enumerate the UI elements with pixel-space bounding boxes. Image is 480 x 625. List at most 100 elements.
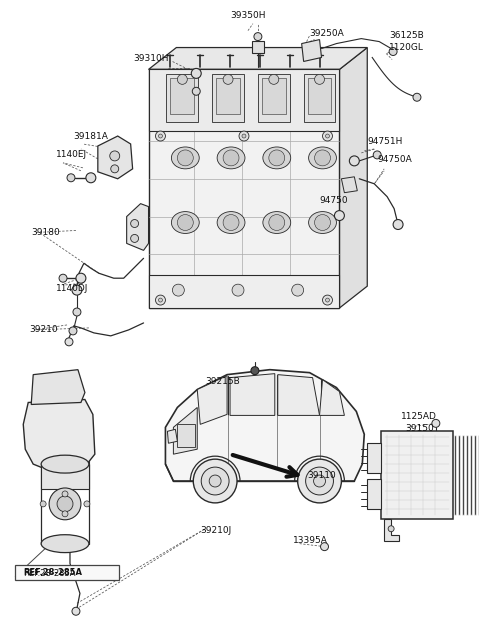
Text: 39250A: 39250A <box>310 29 344 38</box>
Circle shape <box>223 74 233 84</box>
Circle shape <box>269 150 285 166</box>
Polygon shape <box>308 78 332 114</box>
Ellipse shape <box>309 147 336 169</box>
Circle shape <box>432 419 440 428</box>
Polygon shape <box>320 379 344 416</box>
Circle shape <box>57 496 73 512</box>
Circle shape <box>193 459 237 503</box>
Bar <box>381 431 453 519</box>
Circle shape <box>373 151 381 159</box>
Circle shape <box>393 219 403 229</box>
Polygon shape <box>216 78 240 114</box>
Circle shape <box>131 234 139 242</box>
Ellipse shape <box>41 535 89 552</box>
Circle shape <box>156 131 166 141</box>
Circle shape <box>62 491 68 497</box>
Circle shape <box>69 327 77 335</box>
Polygon shape <box>384 519 399 541</box>
Circle shape <box>323 295 333 305</box>
Circle shape <box>192 68 201 78</box>
Text: 39181A: 39181A <box>73 132 108 141</box>
Circle shape <box>178 214 193 231</box>
Polygon shape <box>367 443 381 473</box>
Polygon shape <box>170 78 194 114</box>
Polygon shape <box>262 78 286 114</box>
Circle shape <box>335 211 344 221</box>
Circle shape <box>239 131 249 141</box>
Polygon shape <box>339 48 367 308</box>
Circle shape <box>72 285 82 295</box>
Circle shape <box>349 156 360 166</box>
Polygon shape <box>304 74 336 122</box>
Polygon shape <box>212 74 244 122</box>
Ellipse shape <box>217 147 245 169</box>
Text: REF.28-285A: REF.28-285A <box>23 569 76 578</box>
Circle shape <box>86 173 96 182</box>
Circle shape <box>49 488 81 520</box>
Circle shape <box>72 608 80 615</box>
Text: 1125AD: 1125AD <box>401 412 437 421</box>
Ellipse shape <box>263 147 291 169</box>
Text: REF.28-285A: REF.28-285A <box>23 568 82 577</box>
Polygon shape <box>127 204 148 251</box>
Circle shape <box>172 284 184 296</box>
Polygon shape <box>148 69 339 308</box>
Polygon shape <box>258 74 290 122</box>
Circle shape <box>269 74 279 84</box>
Polygon shape <box>148 48 367 69</box>
Polygon shape <box>167 74 198 122</box>
Polygon shape <box>41 464 89 489</box>
Text: 94750: 94750 <box>320 196 348 205</box>
Polygon shape <box>23 399 95 474</box>
Ellipse shape <box>41 455 89 473</box>
Circle shape <box>59 274 67 282</box>
Polygon shape <box>15 564 119 581</box>
Polygon shape <box>301 39 322 61</box>
Text: 39215B: 39215B <box>205 377 240 386</box>
Polygon shape <box>230 374 275 416</box>
Polygon shape <box>252 41 264 52</box>
Text: 1120GL: 1120GL <box>389 42 424 51</box>
Text: 39310H: 39310H <box>133 54 168 63</box>
Circle shape <box>73 308 81 316</box>
Text: 39150: 39150 <box>405 424 434 433</box>
Polygon shape <box>278 374 320 416</box>
Ellipse shape <box>217 212 245 234</box>
Circle shape <box>298 459 341 503</box>
Circle shape <box>325 298 329 302</box>
Text: 1140EJ: 1140EJ <box>56 150 87 159</box>
Text: 39210J: 39210J <box>200 526 231 535</box>
Circle shape <box>201 467 229 495</box>
Circle shape <box>306 467 334 495</box>
Circle shape <box>156 295 166 305</box>
Polygon shape <box>367 479 381 509</box>
Text: 39110: 39110 <box>308 471 336 479</box>
Circle shape <box>313 475 325 487</box>
Circle shape <box>158 298 162 302</box>
Circle shape <box>251 367 259 374</box>
Polygon shape <box>197 376 227 424</box>
Polygon shape <box>148 275 339 308</box>
Circle shape <box>232 284 244 296</box>
Circle shape <box>413 93 421 101</box>
Circle shape <box>321 542 328 551</box>
Circle shape <box>158 134 162 138</box>
Circle shape <box>314 74 324 84</box>
Text: 39210: 39210 <box>29 326 58 334</box>
Text: 39180: 39180 <box>31 228 60 237</box>
Polygon shape <box>341 177 357 192</box>
Text: 39350H: 39350H <box>230 11 266 20</box>
Circle shape <box>223 150 239 166</box>
Circle shape <box>65 338 73 346</box>
Ellipse shape <box>263 212 291 234</box>
Circle shape <box>110 151 120 161</box>
Polygon shape <box>148 69 339 131</box>
Circle shape <box>323 131 333 141</box>
Polygon shape <box>31 369 85 404</box>
Text: 36125B: 36125B <box>389 31 424 39</box>
Circle shape <box>84 501 90 507</box>
Circle shape <box>314 150 330 166</box>
Text: 13395A: 13395A <box>293 536 327 545</box>
Text: 1140DJ: 1140DJ <box>56 284 88 293</box>
Ellipse shape <box>309 212 336 234</box>
